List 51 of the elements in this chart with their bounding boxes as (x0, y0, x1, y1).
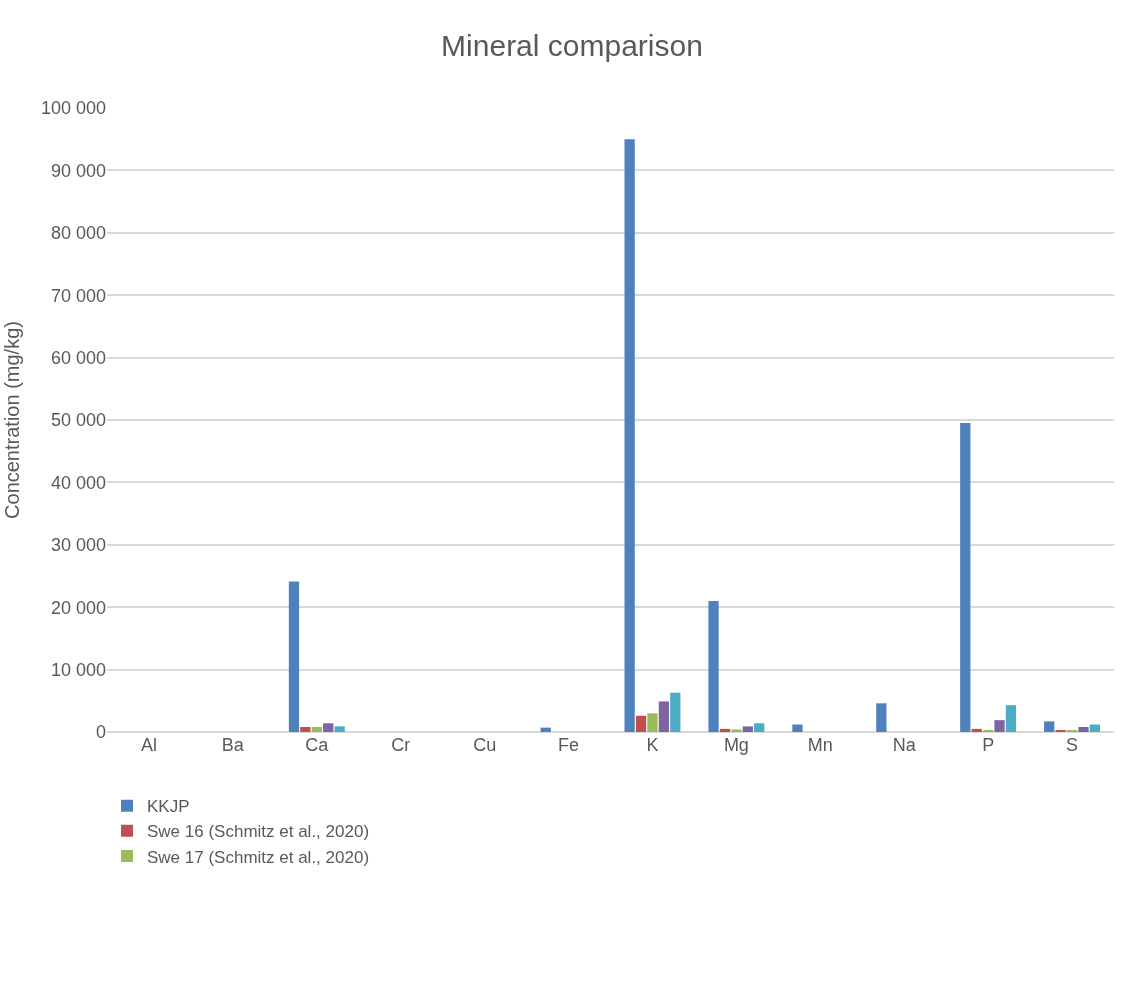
x-tick-label: Mg (723, 735, 749, 755)
bar (742, 726, 753, 732)
bar (1005, 705, 1017, 732)
bar (288, 581, 300, 732)
y-tick-label: 0 (95, 722, 106, 743)
bar (624, 139, 635, 732)
bar (792, 724, 803, 732)
bar (300, 727, 311, 732)
x-tick-label: Mn (807, 735, 833, 755)
legend-label: KKJP (147, 797, 190, 817)
y-axis-title: Concentration (mg/kg) (1, 321, 24, 519)
x-tick-label: Al (140, 735, 157, 755)
x-tick-label: S (1066, 735, 1079, 755)
y-tick-label: 40 000 (50, 472, 106, 493)
y-tick-label: 10 000 (50, 659, 106, 680)
bar (994, 720, 1005, 732)
bar (323, 723, 334, 732)
bar (1089, 724, 1100, 732)
bar (647, 713, 658, 732)
legend-label: Swe 17 (Schmitz et al., 2020) (147, 847, 370, 867)
x-tick-label: Ba (221, 735, 245, 755)
bar (334, 726, 345, 732)
bar (754, 723, 765, 732)
y-tick-label: 100 000 (40, 98, 106, 119)
x-tick-label: Cu (473, 735, 497, 755)
bar (960, 423, 971, 732)
y-tick-label: 70 000 (50, 285, 106, 306)
bar (311, 727, 322, 732)
x-tick-label: Cr (391, 735, 411, 755)
chart-title: Mineral comparison (441, 28, 703, 62)
x-tick-label: K (646, 735, 659, 755)
y-tick-label: 20 000 (50, 597, 106, 618)
bar (670, 692, 681, 732)
bar (1044, 721, 1055, 732)
y-tick-label: 50 000 (50, 410, 106, 431)
bar (1078, 727, 1089, 732)
bar (708, 600, 719, 732)
y-tick-label: 30 000 (50, 535, 106, 556)
x-tick-label: Na (892, 735, 917, 755)
x-tick-label: P (982, 735, 995, 755)
legend-label: Swe 16 (Schmitz et al., 2020) (147, 822, 370, 842)
bar (876, 703, 887, 732)
y-tick-label: 60 000 (50, 347, 106, 368)
bar (635, 715, 647, 732)
bar (658, 701, 670, 732)
y-tick-label: 80 000 (50, 223, 106, 244)
y-tick-label: 90 000 (50, 160, 106, 181)
bar (719, 728, 731, 732)
bar (971, 728, 982, 732)
x-tick-label: Fe (558, 735, 580, 755)
x-tick-label: Ca (305, 735, 330, 755)
